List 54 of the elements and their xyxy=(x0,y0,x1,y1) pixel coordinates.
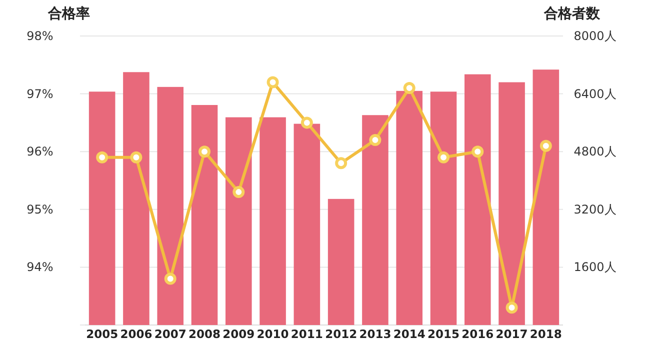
y2-tick-label: 1600人 xyxy=(574,260,616,274)
point xyxy=(369,134,382,146)
point xyxy=(472,146,484,158)
bar xyxy=(226,117,252,325)
bar xyxy=(260,117,286,325)
bar xyxy=(294,124,320,325)
bar xyxy=(88,92,116,325)
y-tick-label: 94% xyxy=(26,260,54,274)
bar xyxy=(464,74,491,325)
point xyxy=(300,116,313,129)
x-tick-label: 2013 xyxy=(359,327,392,341)
point xyxy=(266,76,279,88)
point xyxy=(403,82,416,94)
bar xyxy=(498,82,525,325)
x-tick-label: 2015 xyxy=(427,327,460,341)
point xyxy=(96,151,108,164)
point xyxy=(130,151,142,164)
bar xyxy=(328,198,354,325)
x-tick-label: 2007 xyxy=(154,327,186,341)
bar xyxy=(430,92,457,325)
y-tick-label: 95% xyxy=(26,202,54,216)
point xyxy=(335,157,348,170)
bar xyxy=(191,105,218,325)
x-tick-label: 2012 xyxy=(325,327,358,341)
y2-tick-label: 6400人 xyxy=(574,86,616,101)
x-tick-label: 2018 xyxy=(530,327,562,341)
y-tick-label: 97% xyxy=(26,86,54,101)
bar xyxy=(123,72,150,325)
point xyxy=(438,151,450,164)
x-tick-label: 2008 xyxy=(188,327,221,341)
bar xyxy=(396,90,422,325)
point xyxy=(506,302,518,314)
x-tick-label: 2011 xyxy=(290,327,323,341)
y2-tick-label: 4800人 xyxy=(574,144,616,159)
x-tick-label: 2010 xyxy=(256,327,289,341)
y2-axis-title: 合格者数 xyxy=(543,6,601,22)
y-axis-title: 合格率 xyxy=(47,5,90,22)
point xyxy=(164,272,176,285)
x-tick-label: 2014 xyxy=(393,327,426,341)
bar xyxy=(532,70,560,325)
y2-tick-label: 8000人 xyxy=(574,29,616,43)
x-tick-label: 2009 xyxy=(222,327,255,341)
bar xyxy=(362,115,388,325)
point xyxy=(540,140,552,152)
point xyxy=(198,146,210,158)
y-tick-label: 96% xyxy=(26,144,54,159)
point xyxy=(232,186,245,198)
x-tick-label: 2016 xyxy=(462,327,494,341)
y-tick-label: 98% xyxy=(26,29,54,43)
y2-tick-label: 3200人 xyxy=(574,202,616,216)
x-tick-label: 2006 xyxy=(120,327,152,341)
x-tick-label: 2005 xyxy=(86,327,118,341)
bar xyxy=(157,86,184,325)
x-tick-label: 2017 xyxy=(496,327,528,341)
